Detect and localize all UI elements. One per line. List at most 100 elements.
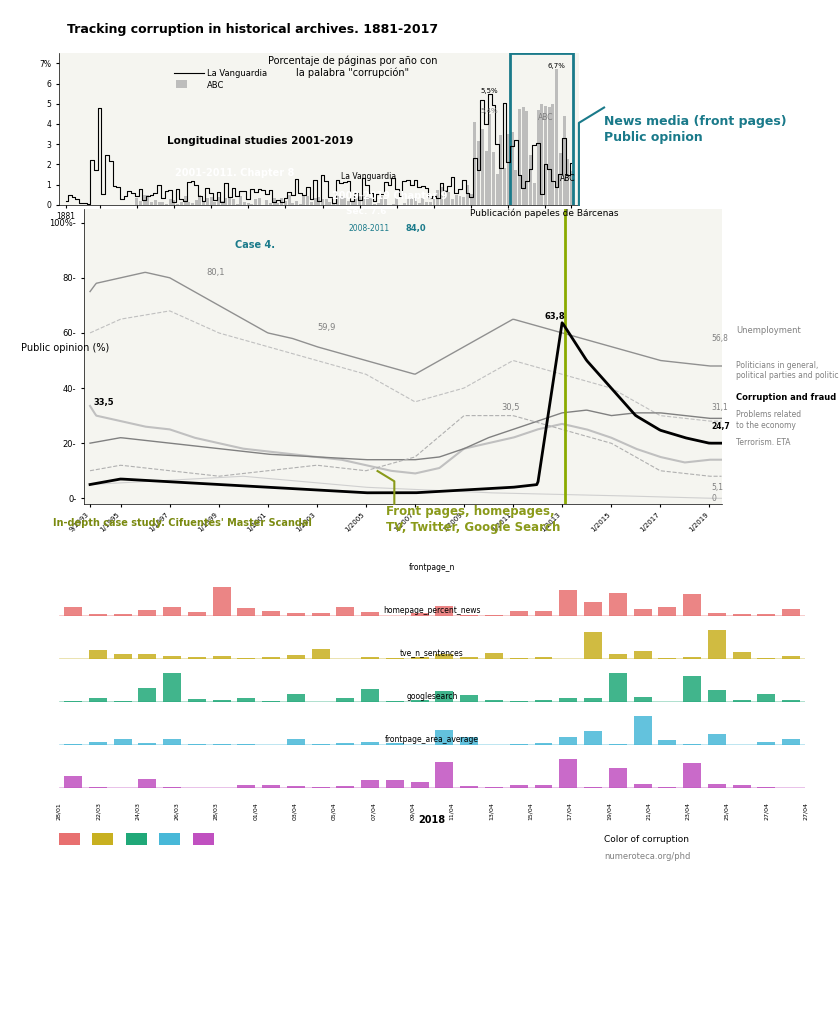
Text: 80,1: 80,1 [206, 268, 225, 278]
Bar [284, 201, 287, 205]
Bar [243, 202, 246, 205]
Bar [143, 195, 146, 205]
Bar [609, 593, 627, 616]
Bar [584, 787, 602, 788]
Bar [459, 197, 461, 205]
Bar [544, 106, 547, 205]
Bar [529, 155, 532, 205]
Text: Color of corruption: Color of corruption [604, 835, 689, 844]
Bar [455, 195, 458, 205]
Bar [560, 697, 577, 702]
Text: 17/04: 17/04 [567, 802, 572, 819]
Text: Politicians in general,
political parties and politics: Politicians in general, political partie… [736, 361, 839, 380]
Bar [758, 742, 775, 745]
Bar [358, 196, 361, 205]
Bar [433, 198, 435, 205]
Bar [228, 199, 231, 205]
Bar [435, 691, 453, 702]
Bar [113, 614, 132, 616]
Bar [273, 199, 276, 205]
Bar [369, 199, 373, 205]
Bar [191, 204, 194, 205]
Bar [340, 196, 342, 205]
Bar [262, 656, 280, 659]
Bar [163, 607, 181, 616]
Bar [499, 134, 503, 205]
Bar [237, 744, 255, 745]
Bar [386, 779, 404, 788]
Bar [336, 196, 339, 205]
Text: In-depth case study. Cifuentes' Master Scandal: In-depth case study. Cifuentes' Master S… [53, 518, 311, 528]
Text: 24,7: 24,7 [711, 422, 731, 431]
Bar [534, 699, 552, 702]
Text: 63,8: 63,8 [545, 312, 565, 322]
Text: 25/04: 25/04 [724, 802, 729, 819]
Bar [683, 743, 701, 745]
Bar [411, 699, 429, 702]
Bar [410, 198, 413, 205]
Bar [184, 196, 186, 205]
Bar [435, 606, 453, 616]
Bar [560, 759, 577, 788]
Bar [288, 196, 290, 205]
Bar [470, 195, 472, 205]
Bar [537, 110, 539, 205]
Bar [633, 696, 652, 702]
Bar [217, 198, 220, 205]
Bar [163, 656, 181, 659]
Bar [451, 200, 454, 205]
Text: La Vanguardia: La Vanguardia [341, 172, 396, 180]
Bar [560, 591, 577, 616]
Bar [213, 203, 216, 205]
Bar [258, 198, 261, 205]
Bar [221, 201, 224, 205]
Bar [188, 656, 206, 659]
Bar [262, 784, 280, 788]
Text: 84,0: 84,0 [405, 224, 426, 233]
Bar [150, 203, 153, 205]
Bar [522, 108, 524, 205]
Text: Longitudinal studies 2001-2019: Longitudinal studies 2001-2019 [167, 136, 353, 146]
Bar [461, 785, 478, 788]
Bar [447, 191, 451, 205]
Bar [533, 183, 536, 205]
Bar [262, 700, 280, 702]
Bar [299, 204, 302, 205]
Text: Corruption and fraud: Corruption and fraud [736, 393, 836, 401]
Text: ABC: ABC [207, 81, 225, 90]
Bar [176, 80, 187, 88]
Bar [138, 779, 156, 788]
Text: 0: 0 [711, 494, 717, 503]
Bar [336, 606, 354, 616]
Bar [336, 742, 354, 745]
Text: 05/04: 05/04 [331, 802, 336, 819]
Text: Terrorism. ETA: Terrorism. ETA [736, 438, 790, 446]
Text: 23/04: 23/04 [685, 802, 690, 820]
Bar [510, 744, 528, 745]
Text: homepage_percent_news: homepage_percent_news [383, 606, 481, 614]
Bar [708, 613, 726, 616]
Bar [782, 609, 800, 616]
Bar [336, 785, 354, 788]
Text: 01/04: 01/04 [253, 802, 258, 819]
Bar [659, 658, 676, 659]
Bar [435, 730, 453, 745]
Bar [147, 196, 149, 205]
Text: Porcentaje de páginas por año con
la palabra "corrupción": Porcentaje de páginas por año con la pal… [268, 55, 437, 78]
Text: 2018: 2018 [419, 815, 446, 825]
Bar [138, 742, 156, 745]
Bar [329, 203, 331, 205]
Bar [64, 744, 82, 745]
Bar [232, 200, 235, 205]
Text: 2008-2011: 2008-2011 [348, 224, 389, 233]
Bar [306, 196, 309, 205]
Text: 30,5: 30,5 [501, 403, 519, 412]
Bar [287, 785, 305, 788]
Bar [510, 658, 528, 659]
Bar [239, 197, 242, 205]
Bar [139, 201, 142, 205]
Text: 26/03: 26/03 [175, 802, 180, 819]
Bar [683, 656, 701, 659]
Bar [548, 106, 550, 205]
Text: frontpage_area_average: frontpage_area_average [385, 735, 479, 743]
